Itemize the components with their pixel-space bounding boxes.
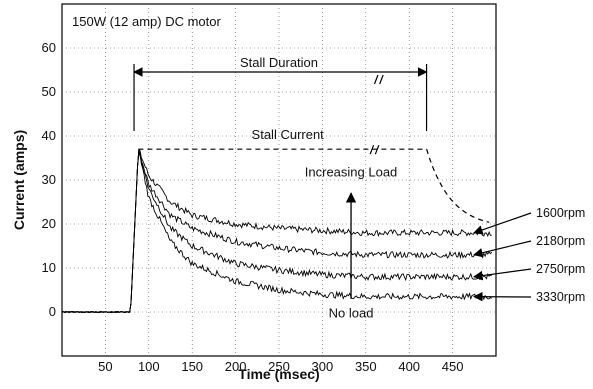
series-label: 2750rpm	[536, 262, 585, 276]
series-label: 1600rpm	[536, 206, 585, 220]
x-tick-label: 150	[181, 359, 203, 374]
stall-duration-label: Stall Duration	[240, 55, 318, 70]
y-axis-label: Current (amps)	[11, 130, 27, 230]
y-tick-label: 40	[42, 128, 56, 143]
increasing-load-label: Increasing Load	[305, 164, 398, 179]
y-tick-label: 20	[42, 216, 56, 231]
y-tick-label: 10	[42, 260, 56, 275]
x-tick-label: 400	[398, 359, 420, 374]
series-label: 2180rpm	[536, 234, 585, 248]
x-axis-label: Time (msec)	[238, 366, 319, 382]
x-tick-label: 350	[355, 359, 377, 374]
y-tick-label: 30	[42, 172, 56, 187]
y-tick-label: 50	[42, 84, 56, 99]
y-tick-label: 60	[42, 40, 56, 55]
x-tick-label: 450	[442, 359, 464, 374]
x-tick-label: 50	[98, 359, 112, 374]
y-tick-label: 0	[49, 304, 56, 319]
series-label: 3330rpm	[536, 290, 585, 304]
stall-current-label: Stall Current	[252, 127, 325, 142]
chart-title: 150W (12 amp) DC motor	[72, 14, 221, 29]
x-tick-label: 100	[138, 359, 160, 374]
no-load-label: No load	[329, 305, 374, 320]
